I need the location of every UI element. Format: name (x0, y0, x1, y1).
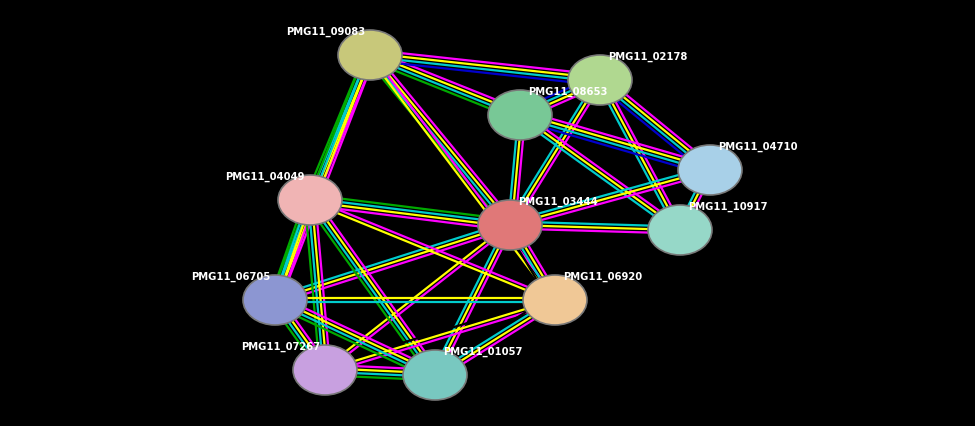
Text: PMG11_09083: PMG11_09083 (286, 27, 365, 37)
Ellipse shape (278, 175, 342, 225)
Ellipse shape (488, 90, 552, 140)
Ellipse shape (648, 205, 712, 255)
Text: PMG11_04049: PMG11_04049 (225, 172, 305, 182)
Text: PMG11_01057: PMG11_01057 (443, 347, 523, 357)
Text: PMG11_03444: PMG11_03444 (518, 197, 598, 207)
Ellipse shape (568, 55, 632, 105)
Ellipse shape (338, 30, 402, 80)
Ellipse shape (523, 275, 587, 325)
Text: PMG11_06920: PMG11_06920 (563, 272, 643, 282)
Ellipse shape (293, 345, 357, 395)
Text: PMG11_07267: PMG11_07267 (241, 342, 320, 352)
Text: PMG11_02178: PMG11_02178 (608, 52, 687, 62)
Ellipse shape (478, 200, 542, 250)
Ellipse shape (403, 350, 467, 400)
Ellipse shape (678, 145, 742, 195)
Ellipse shape (243, 275, 307, 325)
Text: PMG11_08653: PMG11_08653 (528, 87, 607, 97)
Text: PMG11_04710: PMG11_04710 (718, 142, 798, 152)
Text: PMG11_10917: PMG11_10917 (688, 202, 767, 212)
Text: PMG11_06705: PMG11_06705 (191, 272, 270, 282)
